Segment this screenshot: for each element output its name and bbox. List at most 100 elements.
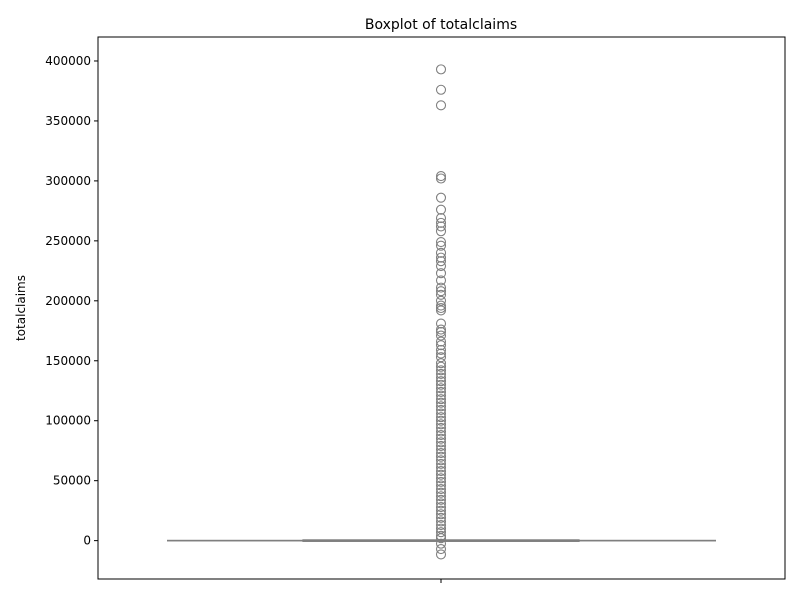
y-tick-label: 100000 bbox=[45, 414, 91, 428]
outlier-point bbox=[435, 275, 447, 286]
y-tick-label: 250000 bbox=[45, 234, 91, 248]
outlier-point bbox=[435, 455, 447, 466]
outlier-point bbox=[435, 365, 447, 376]
outlier-point bbox=[435, 444, 447, 455]
outlier-point bbox=[435, 505, 447, 516]
y-tick-label: 400000 bbox=[45, 54, 91, 68]
outlier-point bbox=[435, 530, 447, 541]
y-tick-label: 350000 bbox=[45, 114, 91, 128]
outlier-point bbox=[435, 324, 447, 335]
outlier-group bbox=[435, 64, 447, 560]
outlier-point bbox=[435, 302, 447, 314]
outlier-point bbox=[435, 300, 447, 311]
outlier-point bbox=[435, 397, 447, 408]
outlier-point bbox=[435, 466, 447, 477]
outlier-point bbox=[435, 213, 447, 224]
outlier-point bbox=[435, 326, 447, 338]
outlier-point bbox=[435, 173, 447, 184]
outlier-point bbox=[435, 512, 447, 523]
outlier-point bbox=[435, 422, 447, 433]
outlier-point bbox=[435, 171, 447, 182]
outlier-point bbox=[435, 376, 447, 387]
outlier-point bbox=[435, 473, 447, 484]
outlier-point bbox=[435, 527, 447, 538]
outlier-point bbox=[435, 549, 447, 560]
outlier-point bbox=[435, 379, 447, 390]
outlier-point bbox=[435, 543, 447, 555]
y-axis: 0 50000 100000 150000 200000 250000 300000 3500… bbox=[45, 54, 98, 548]
outlier-point bbox=[435, 498, 447, 509]
outlier-point bbox=[435, 221, 447, 232]
outlier-point bbox=[435, 286, 447, 297]
outlier-point bbox=[435, 361, 447, 372]
outlier-point bbox=[435, 458, 447, 469]
outlier-point bbox=[435, 282, 447, 293]
outlier-point bbox=[435, 519, 447, 531]
outlier-point bbox=[435, 509, 447, 520]
outlier-point bbox=[435, 437, 447, 448]
outlier-point bbox=[435, 100, 447, 111]
outlier-point bbox=[435, 480, 447, 491]
outlier-point bbox=[435, 240, 447, 251]
outlier-point bbox=[435, 484, 447, 495]
outlier-point bbox=[435, 383, 447, 394]
outlier-point bbox=[435, 451, 447, 462]
y-tick-label: 200000 bbox=[45, 294, 91, 308]
outlier-point bbox=[435, 336, 447, 347]
outlier-point bbox=[435, 256, 447, 267]
outlier-point bbox=[435, 419, 447, 430]
outlier-point bbox=[435, 415, 447, 426]
outlier-point bbox=[435, 289, 447, 300]
outlier-point bbox=[435, 523, 447, 534]
outlier-point bbox=[435, 430, 447, 441]
outlier-point bbox=[435, 408, 447, 419]
outlier-point bbox=[435, 268, 447, 279]
outlier-point bbox=[435, 358, 447, 369]
outlier-point bbox=[435, 516, 447, 527]
outlier-point bbox=[435, 192, 447, 203]
outlier-point bbox=[435, 372, 447, 383]
outlier-point bbox=[435, 426, 447, 437]
y-tick-label: 150000 bbox=[45, 354, 91, 368]
y-axis-title: totalclaims bbox=[14, 275, 28, 341]
outlier-point bbox=[435, 476, 447, 487]
outlier-point bbox=[435, 247, 447, 258]
outlier-point bbox=[435, 533, 447, 544]
outlier-point bbox=[435, 260, 447, 272]
outlier-point bbox=[435, 340, 447, 351]
outlier-point bbox=[435, 502, 447, 513]
outlier-point bbox=[435, 487, 447, 498]
outlier-point bbox=[435, 538, 447, 549]
y-tick-label: 50000 bbox=[53, 474, 91, 488]
outlier-point bbox=[435, 433, 447, 444]
outlier-point bbox=[435, 401, 447, 412]
outlier-point bbox=[435, 352, 447, 363]
outlier-point bbox=[435, 226, 447, 237]
outlier-point bbox=[435, 368, 447, 380]
outlier-point bbox=[435, 348, 447, 359]
outlier-point bbox=[435, 404, 447, 415]
outlier-point bbox=[435, 330, 447, 341]
outlier-point bbox=[435, 305, 447, 316]
outlier-point bbox=[435, 84, 447, 95]
outlier-point bbox=[435, 448, 447, 459]
outlier-point bbox=[435, 64, 447, 75]
outlier-point bbox=[435, 204, 447, 215]
chart-title: Boxplot of totalclaims bbox=[365, 17, 517, 33]
outlier-point bbox=[435, 252, 447, 263]
outlier-point bbox=[435, 494, 447, 505]
outlier-point bbox=[435, 469, 447, 480]
y-tick-label: 0 bbox=[83, 534, 91, 548]
outlier-point bbox=[435, 318, 447, 329]
outlier-point bbox=[435, 440, 447, 451]
outlier-point bbox=[435, 491, 447, 502]
outlier-point bbox=[435, 394, 447, 405]
outlier-point bbox=[435, 236, 447, 248]
outlier-point bbox=[435, 344, 447, 356]
y-tick-label: 300000 bbox=[45, 174, 91, 188]
outlier-point bbox=[435, 295, 447, 306]
outlier-point bbox=[435, 217, 447, 228]
outlier-point bbox=[435, 462, 447, 473]
